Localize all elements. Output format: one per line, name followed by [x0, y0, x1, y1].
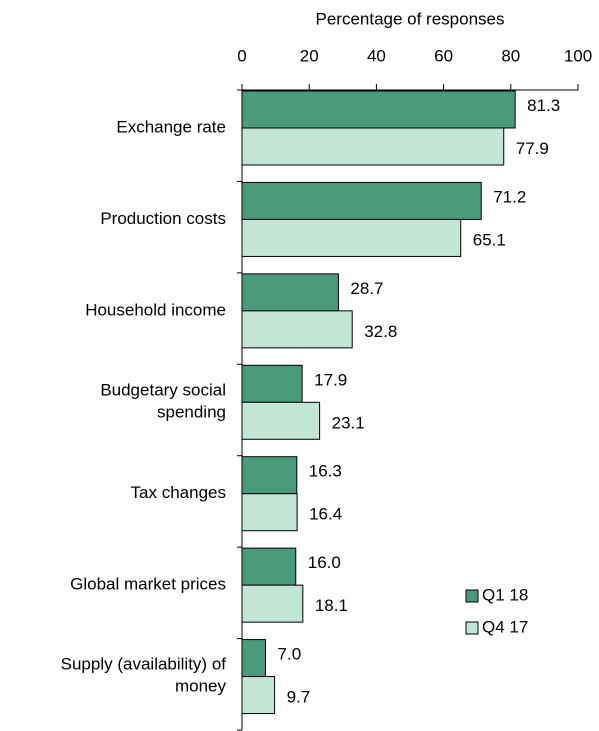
category-label: Exchange rate: [116, 117, 226, 136]
bar: [241, 310, 353, 349]
category-label: Production costs: [100, 209, 226, 228]
category-label-line: Budgetary social: [100, 381, 226, 400]
value-label: 18.1: [315, 596, 348, 615]
bar: [241, 547, 297, 586]
value-label: 16.0: [308, 553, 341, 572]
value-label: 23.1: [332, 413, 365, 432]
bar: [241, 456, 298, 495]
bar: [241, 493, 298, 532]
axis-title: Percentage of responses: [315, 9, 504, 28]
bar: [241, 364, 303, 403]
value-label: 17.9: [314, 370, 347, 389]
x-tick-label: 80: [501, 46, 520, 65]
bar: [241, 273, 339, 312]
legend-label: Q4 17: [482, 617, 528, 636]
x-tick-label: 60: [434, 46, 453, 65]
bar: [241, 676, 276, 715]
x-tick-label: 0: [237, 46, 246, 65]
value-label: 71.2: [493, 187, 526, 206]
bar: [241, 639, 267, 678]
x-tick-label: 100: [564, 46, 592, 65]
value-label: 32.8: [364, 322, 397, 341]
value-label: 28.7: [350, 279, 383, 298]
bar: [241, 584, 304, 623]
value-label: 16.4: [309, 505, 342, 524]
legend-swatch: [465, 589, 479, 603]
category-label: Supply (availability) of money: [61, 655, 227, 696]
bar: [241, 181, 482, 220]
value-label: 16.3: [309, 462, 342, 481]
category-label: Budgetary social spending: [100, 381, 226, 422]
bar: [241, 218, 462, 257]
x-tick-label: 40: [367, 46, 386, 65]
category-label-line: Supply (availability) of: [61, 655, 227, 674]
bar: [241, 90, 516, 129]
bar: [241, 127, 505, 166]
legend-swatch: [465, 621, 479, 635]
legend-label: Q1 18: [482, 585, 528, 604]
bar: [241, 401, 321, 440]
category-label: Tax changes: [131, 483, 226, 502]
value-label: 65.1: [473, 230, 506, 249]
category-label-line: spending: [157, 403, 226, 422]
x-tick-label: 20: [300, 46, 319, 65]
value-label: 77.9: [516, 139, 549, 158]
value-label: 7.0: [278, 645, 302, 664]
value-label: 81.3: [527, 96, 560, 115]
category-label-line: money: [175, 677, 227, 696]
category-label: Global market prices: [70, 575, 226, 594]
category-label: Household income: [85, 300, 226, 319]
value-label: 9.7: [287, 688, 311, 707]
